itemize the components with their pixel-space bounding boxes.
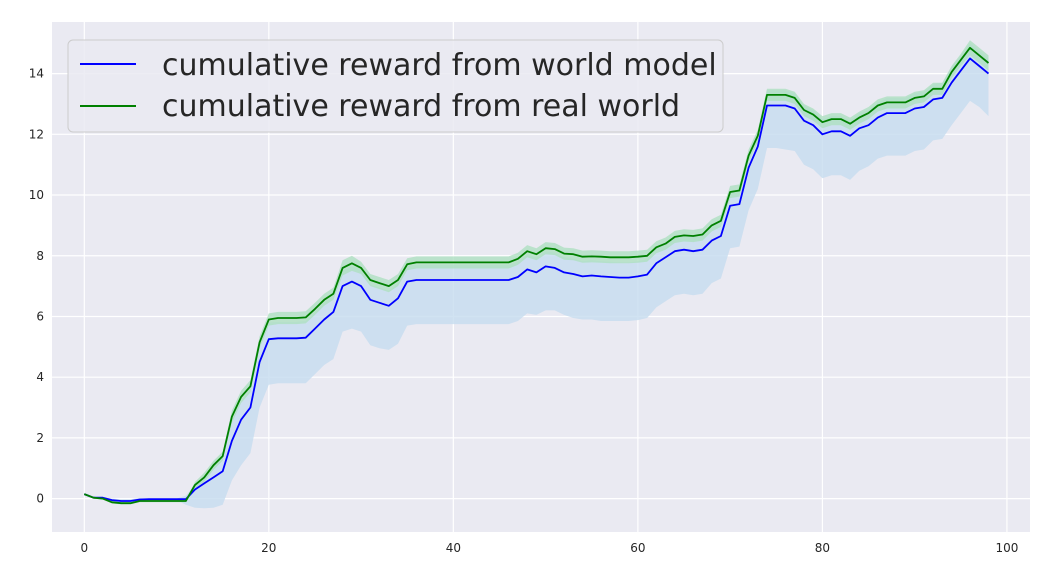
legend-label-real-world: cumulative reward from real world (162, 89, 680, 124)
x-tick-label: 0 (80, 541, 88, 555)
y-tick-label: 10 (29, 188, 44, 202)
y-tick-label: 0 (36, 492, 44, 506)
confidence-band-series-0 (84, 43, 989, 509)
tick-labels: 0 20 40 60 80 100 0 2 4 6 8 10 12 14 (29, 67, 1019, 555)
y-tick-label: 2 (36, 431, 44, 445)
y-tick-label: 12 (29, 127, 44, 141)
x-tick-label: 40 (446, 541, 461, 555)
x-tick-label: 20 (261, 541, 276, 555)
y-tick-label: 8 (36, 249, 44, 263)
confidence-bands (84, 40, 989, 509)
series-line-1 (83, 46, 990, 505)
x-tick-label: 100 (995, 541, 1018, 555)
x-tick-label: 60 (630, 541, 645, 555)
y-tick-label: 6 (36, 309, 44, 323)
legend-label-world-model: cumulative reward from world model (162, 48, 717, 83)
x-tick-label: 80 (815, 541, 830, 555)
series-lines (83, 46, 990, 505)
legend: cumulative reward from world model cumul… (67, 39, 724, 133)
y-tick-label: 4 (36, 370, 44, 384)
legend-box (67, 39, 724, 133)
y-tick-label: 14 (29, 67, 44, 81)
series-line-0 (83, 57, 990, 502)
